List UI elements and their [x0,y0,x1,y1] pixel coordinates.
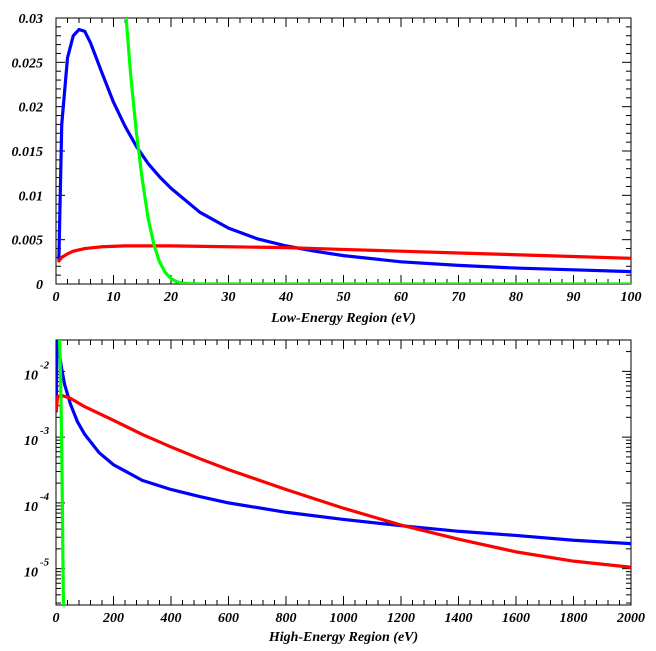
low-x-tick-label: 40 [278,290,293,305]
high-y-tick-label: 10 [24,368,38,383]
low-red-curve [57,244,631,263]
high-y-tick-exponent: -4 [40,491,50,503]
high-x-tick-label: 600 [218,611,239,626]
high-x-tick-label: 0 [53,611,60,626]
low-y-tick-label: 0.03 [19,12,44,27]
low-x-tick-label: 90 [567,290,581,305]
high-x-tick-label: 1200 [387,611,415,626]
low-y-tick-label: 0.01 [19,189,44,204]
high-y-tick-exponent: -2 [40,359,50,371]
low-energy-panel: 0 10 20 30 40 50 60 70 80 90 100 0 0.005 0.01 0.015 0.0… [12,12,642,326]
high-x-tick-label: 200 [102,611,124,626]
low-x-tick-label: 10 [107,290,121,305]
low-x-tick-label: 100 [621,290,642,305]
low-green-curve [124,18,631,284]
high-energy-panel: 0 200 400 600 800 1000 1200 1400 1600 1800 200010-… [24,339,645,645]
low-y-tick-label: 0.02 [19,101,44,116]
low-x-tick-label: 0 [53,290,60,305]
low-x-tick-label: 30 [221,290,236,305]
high-x-tick-label: 400 [160,611,182,626]
high-x-tick-label: 1800 [560,611,588,626]
high-blue-curve [56,340,631,546]
low-y-tick-label: 0.015 [12,145,44,160]
low-x-tick-label: 20 [163,290,178,305]
high-x-tick-label: 800 [276,611,297,626]
high-y-tick-exponent: -5 [40,557,50,569]
high-y-tick-label: 10 [24,500,38,515]
low-x-tick-label: 60 [394,290,408,305]
low-y-tick-label: 0.025 [12,56,44,71]
low-x-axis-title: Low-Energy Region (eV) [270,311,416,326]
high-y-tick-exponent: -3 [40,425,50,437]
high-green-curve [57,340,67,605]
low-blue-curve [57,27,631,274]
high-x-tick-label: 1600 [502,611,530,626]
high-x-axis-title: High-Energy Region (eV) [268,630,418,645]
high-y-tick-label: 10 [24,566,38,581]
high-y-tick-label: 10 [24,434,38,449]
high-x-tick-label: 1400 [445,611,473,626]
high-x-tick-label: 2000 [616,611,645,626]
low-x-tick-label: 70 [452,290,466,305]
low-y-tick-label: 0 [36,278,43,293]
low-x-tick-label: 50 [337,290,351,305]
low-plot-frame [55,17,632,285]
high-plot-frame [55,339,632,606]
high-x-tick-label: 1000 [330,611,358,626]
low-y-tick-label: 0.005 [12,234,44,249]
low-x-tick-label: 80 [509,290,523,305]
